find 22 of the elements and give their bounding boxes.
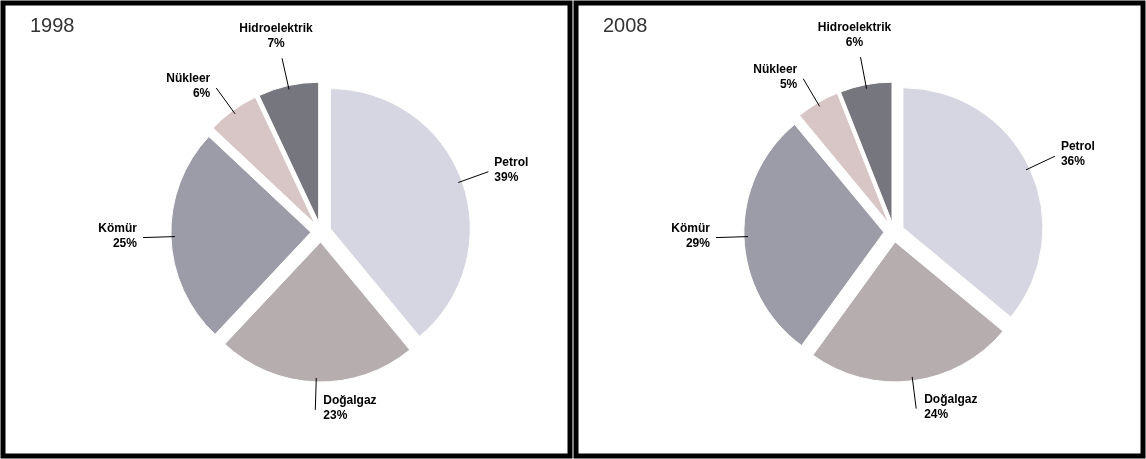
data-label: 5% (779, 76, 798, 91)
slice-label: Petrol (494, 154, 529, 169)
data-label: 6% (845, 35, 864, 50)
slice-label: Kömür (671, 220, 711, 235)
data-label: 6% (192, 85, 211, 100)
slice-label: Nükleer (753, 61, 798, 76)
data-label: 39% (494, 169, 519, 184)
data-label: 29% (685, 235, 711, 250)
slice-label: Hidroelektrik (239, 21, 314, 36)
slice-label: Hidroelektrik (817, 20, 892, 35)
data-label: 36% (1060, 154, 1086, 169)
slice-label: Nükleer (166, 70, 211, 85)
data-label: 23% (323, 407, 348, 422)
slice-label: Kömür (98, 220, 138, 235)
data-label: 24% (924, 406, 949, 421)
chart-title: 1998 (30, 14, 75, 36)
chart-title: 2008 (603, 14, 648, 36)
slice-label: Doğalgaz (924, 391, 978, 406)
data-label: 25% (112, 235, 138, 250)
slice-label: Petrol (1060, 139, 1095, 154)
data-label: 7% (267, 36, 286, 51)
slice-label: Doğalgaz (323, 392, 377, 407)
